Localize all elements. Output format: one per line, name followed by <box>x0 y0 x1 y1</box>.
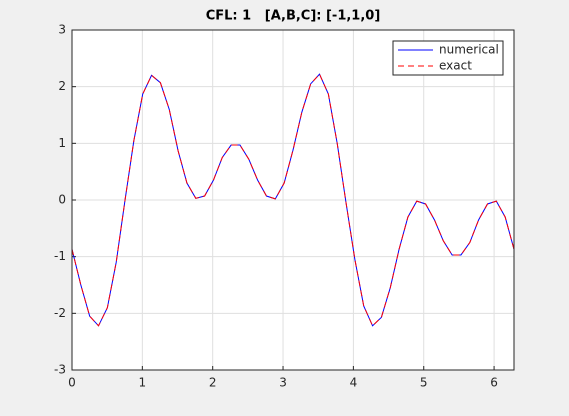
y-tick-label: 1 <box>58 136 66 150</box>
y-tick-label: 3 <box>58 23 66 37</box>
x-tick-label: 1 <box>139 376 147 390</box>
y-tick-label: 0 <box>58 193 66 207</box>
y-tick-label: 2 <box>58 79 66 93</box>
y-tick-label: -1 <box>54 249 66 263</box>
x-tick-label: 6 <box>490 376 498 390</box>
x-tick-label: 2 <box>209 376 217 390</box>
y-tick-label: -3 <box>54 363 66 377</box>
axes-box <box>71 29 515 371</box>
legend-label: exact <box>439 59 472 73</box>
line-series <box>71 73 515 327</box>
legend-label: numerical <box>439 43 499 57</box>
x-tick-label: 0 <box>68 376 76 390</box>
chart-title: CFL: 1 [A,B,C]: [-1,1,0] <box>206 9 381 24</box>
legend-box <box>392 40 504 76</box>
x-tick-label: 4 <box>350 376 358 390</box>
x-tick-label: 5 <box>420 376 428 390</box>
y-tick-label: -2 <box>54 306 66 320</box>
x-tick-label: 3 <box>279 376 287 390</box>
